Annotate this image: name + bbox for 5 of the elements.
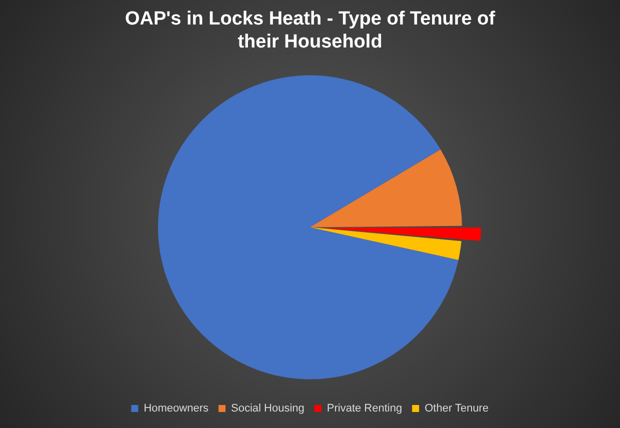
legend-label: Private Renting <box>326 402 402 415</box>
legend-label: Homeowners <box>144 402 210 415</box>
chart-title: OAP's in Locks Heath - Type of Tenure of their Household <box>124 8 496 52</box>
legend-label: Social Housing <box>231 402 304 415</box>
legend-label: Other Tenure <box>424 402 489 415</box>
